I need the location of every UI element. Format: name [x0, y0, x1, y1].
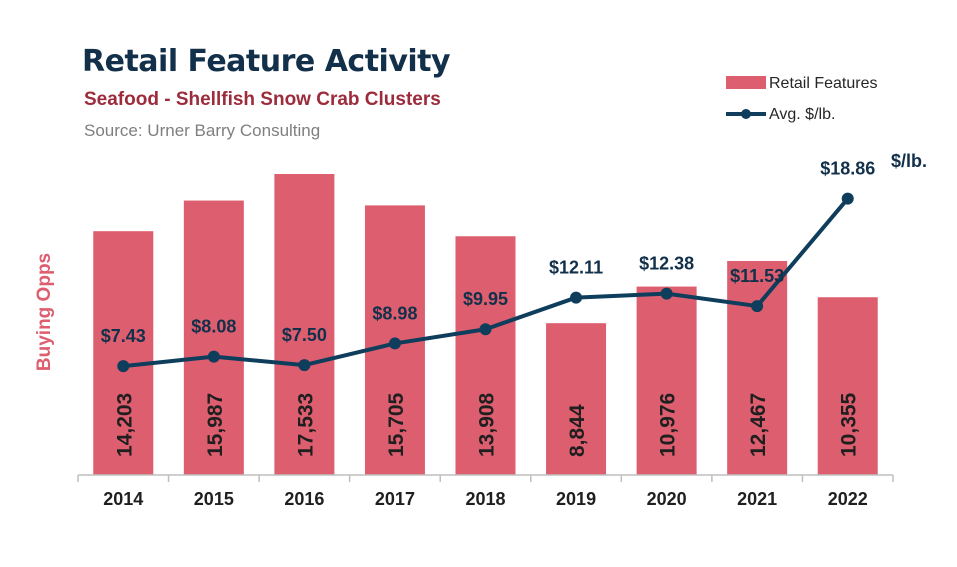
legend-label-avg-price: Avg. $/lb. [769, 106, 835, 123]
x-tick-label-2018: 2018 [465, 489, 505, 509]
avg-price-point-2022 [841, 192, 854, 205]
avg-price-label-2016: $7.50 [282, 325, 327, 345]
x-tick-label-2015: 2015 [194, 489, 234, 509]
x-tick-label-2021: 2021 [737, 489, 777, 509]
avg-price-point-2020 [660, 287, 673, 300]
bar-value-label-2014: 14,203 [113, 393, 136, 457]
bar-value-label-2015: 15,987 [204, 393, 227, 457]
bar-2015 [183, 200, 244, 475]
y-axis-label: Buying Opps [34, 253, 55, 371]
avg-price-point-2017 [388, 337, 401, 350]
bar-value-label-2019: 8,844 [566, 404, 589, 457]
bar-value-labels: 14,203 15,987 17,533 15,705 13,908 8,844 10,97… [113, 392, 860, 457]
x-tick-label-2020: 2020 [647, 489, 687, 509]
bar-value-label-2022: 10,355 [838, 392, 861, 457]
bar-2014 [93, 231, 154, 475]
x-tick-label-2016: 2016 [284, 489, 324, 509]
chart-source: Source: Urner Barry Consulting [84, 121, 321, 140]
x-tick-label-2019: 2019 [556, 489, 596, 509]
avg-price-label-2017: $8.98 [372, 303, 417, 323]
avg-price-label-2014: $7.43 [101, 326, 146, 346]
avg-price-label-2021: $11.53 [730, 266, 784, 286]
x-tick-label-2022: 2022 [828, 489, 868, 509]
x-tick-label-2017: 2017 [375, 489, 415, 509]
bar-2018 [455, 236, 516, 475]
line-series-avg-price [117, 192, 854, 373]
avg-price-point-2015 [207, 350, 220, 363]
avg-price-label-2018: $9.95 [463, 289, 508, 309]
legend-label-retail-features: Retail Features [769, 75, 878, 92]
avg-price-point-2021 [751, 300, 764, 313]
x-axis-ticks: 2014 2015 2016 2017 2018 2019 2020 2021 2022 [77, 475, 894, 509]
bar-value-label-2018: 13,908 [476, 392, 499, 457]
avg-price-label-2019: $12.11 [549, 258, 603, 278]
bar-value-label-2021: 12,467 [747, 393, 770, 457]
x-tick-label-2014: 2014 [103, 489, 143, 509]
avg-price-point-2019 [570, 291, 583, 304]
legend: Retail Features Avg. $/lb. [726, 75, 878, 123]
avg-price-label-2020: $12.38 [639, 254, 694, 274]
bar-2020 [636, 286, 697, 475]
bar-2019 [546, 323, 607, 475]
bar-2021 [727, 260, 788, 475]
bar-2022 [817, 297, 878, 475]
line-value-labels: $7.43 $8.08 $7.50 $8.98 $9.95 $12.11 $12.38 $11… [101, 159, 875, 346]
legend-swatch-retail-features [726, 76, 766, 89]
bar-value-label-2016: 17,533 [294, 393, 317, 457]
bar-series-retail-features [93, 174, 878, 475]
bar-value-label-2020: 10,976 [657, 393, 680, 457]
avg-price-label-2015: $8.08 [191, 317, 236, 337]
avg-price-point-2016 [298, 359, 311, 372]
bar-value-label-2017: 15,705 [385, 392, 408, 457]
avg-price-point-2018 [479, 323, 492, 336]
bar-2016 [274, 174, 335, 475]
chart-subtitle: Seafood - Shellfish Snow Crab Clusters [84, 89, 441, 110]
avg-price-label-2022: $18.86 [820, 159, 875, 179]
chart-title: Retail Feature Activity [82, 44, 451, 79]
legend-swatch-avg-price-marker [741, 109, 751, 119]
avg-price-point-2014 [117, 360, 130, 373]
y2-unit-label: $/lb. [891, 151, 927, 171]
